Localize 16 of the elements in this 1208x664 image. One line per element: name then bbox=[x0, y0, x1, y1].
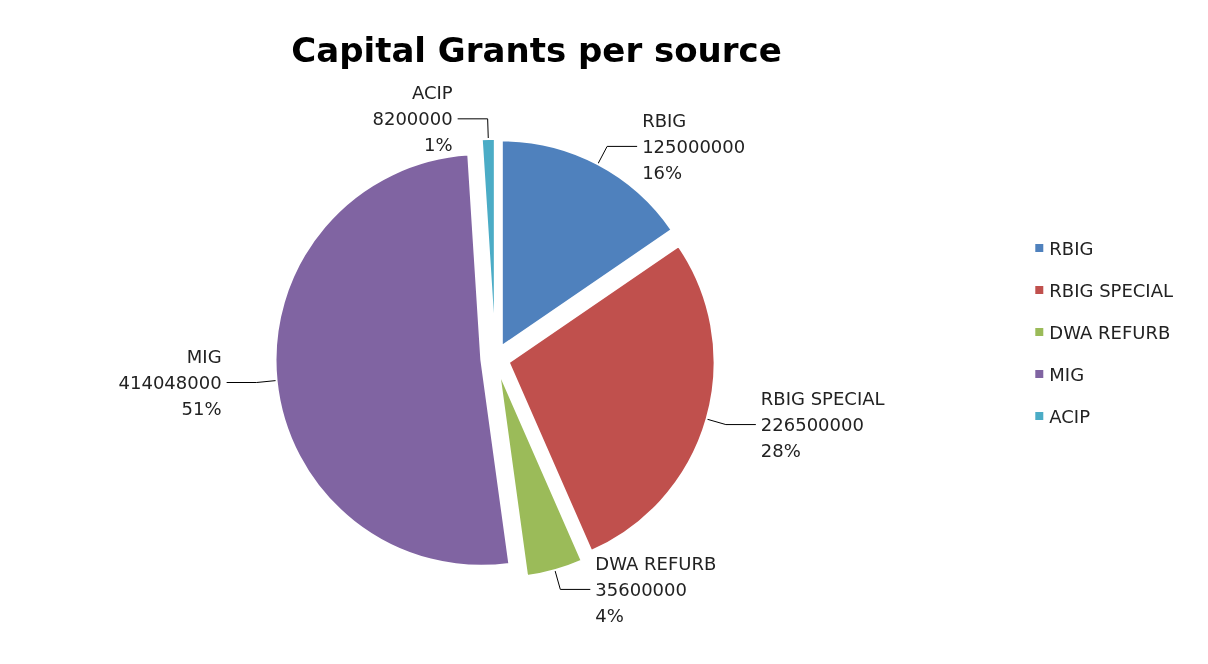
data-label: 226500000 28% bbox=[760, 414, 864, 462]
data-label: 125000000 16% bbox=[642, 135, 746, 183]
slice-label: MIG bbox=[186, 346, 222, 368]
slice-label: RBIG SPECIAL bbox=[760, 388, 885, 410]
data-label: 414048000 51% bbox=[118, 372, 222, 420]
legend-label: RBIG SPECIAL bbox=[1049, 279, 1174, 301]
slice-label: RBIG bbox=[642, 109, 687, 131]
chart-title: Capital Grants per source bbox=[291, 30, 782, 70]
legend-label: DWA REFURB bbox=[1049, 321, 1171, 343]
legend-label: RBIG bbox=[1049, 237, 1094, 259]
legend-label: MIG bbox=[1049, 363, 1085, 385]
data-label: 8200000 1% bbox=[372, 108, 453, 156]
slice-label: DWA REFURB bbox=[595, 552, 717, 574]
slice-label: ACIP bbox=[411, 82, 453, 104]
legend-label: ACIP bbox=[1049, 405, 1091, 427]
data-label: 35600000 4% bbox=[595, 578, 687, 626]
